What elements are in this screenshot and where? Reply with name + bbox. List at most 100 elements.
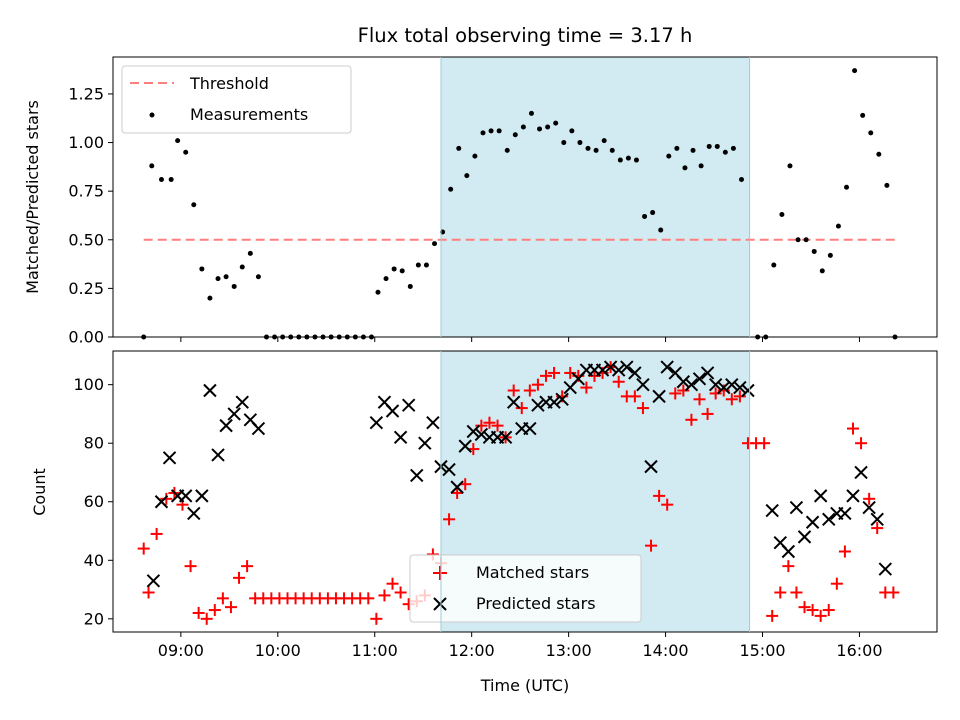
measurement-point	[852, 68, 858, 74]
measurement-point	[601, 138, 607, 144]
measurement-point	[585, 145, 591, 151]
measurement-point	[432, 241, 438, 247]
measurement-point	[569, 128, 575, 134]
measurement-point	[779, 212, 785, 217]
top-y-axis-label: Matched/Predicted stars	[23, 100, 42, 294]
matched-star-point	[855, 437, 868, 450]
matched-star-point	[782, 560, 795, 573]
legend-measurements-swatch	[149, 112, 155, 118]
predicted-star-point	[603, 360, 618, 374]
measurement-point	[375, 289, 381, 295]
predicted-star-point	[652, 389, 666, 404]
measurement-point	[512, 132, 518, 138]
matched-star-point	[216, 592, 229, 605]
matched-star-point	[822, 604, 835, 617]
legend-predicted-label: Predicted stars	[476, 594, 596, 613]
matched-star-point	[451, 486, 464, 499]
matched-star-point	[483, 416, 496, 429]
matched-star-point	[846, 422, 859, 435]
measurement-point	[876, 151, 882, 157]
measurement-point	[464, 173, 470, 179]
measurement-point	[496, 128, 502, 134]
x-tick-label: 13:00	[546, 641, 592, 660]
measurement-point	[561, 140, 567, 146]
bottom-x-axis-ticks: 09:00 10:00 11:00 12:00 13:00 14:00 15:00 16:00	[158, 632, 883, 660]
measurement-point	[609, 147, 615, 153]
measurement-point	[819, 268, 825, 274]
y-tick-label: 1.25	[68, 84, 104, 103]
matched-star-point	[701, 407, 714, 420]
predicted-star-point	[628, 366, 642, 380]
matched-star-point	[758, 437, 771, 450]
predicted-star-point	[765, 503, 779, 518]
predicted-star-point	[531, 398, 545, 412]
predicted-star-point	[203, 383, 217, 398]
predicted-star-point	[418, 436, 432, 450]
matched-star-point	[863, 492, 876, 505]
measurement-point	[545, 124, 551, 130]
predicted-star-point	[227, 407, 241, 421]
measurement-point	[149, 163, 155, 169]
measurement-point	[207, 295, 213, 301]
predicted-star-point	[620, 360, 634, 374]
measurement-point	[666, 153, 672, 159]
predicted-star-point	[410, 468, 424, 483]
predicted-star-point	[393, 430, 408, 445]
measurement-point	[415, 262, 421, 268]
predicted-star-point	[692, 372, 707, 386]
matched-star-point	[491, 419, 504, 432]
matched-star-point	[142, 586, 155, 599]
x-tick-label: 15:00	[739, 641, 785, 660]
predicted-star-point	[870, 512, 884, 527]
measurement-point	[528, 110, 534, 116]
matched-star-point	[233, 571, 246, 584]
matched-star-point	[693, 393, 706, 406]
matched-star-point	[370, 612, 383, 625]
predicted-star-point	[822, 512, 836, 527]
measurement-point	[480, 130, 486, 136]
y-tick-label: 40	[84, 551, 104, 570]
measurement-point	[577, 140, 583, 146]
matched-star-point	[588, 369, 601, 382]
predicted-star-point	[700, 366, 715, 380]
measurement-point	[255, 274, 261, 280]
predicted-star-point	[595, 363, 610, 377]
matched-star-point	[507, 384, 520, 397]
predicted-star-point	[797, 530, 812, 544]
matched-star-point	[200, 612, 213, 625]
matched-star-point	[386, 577, 399, 590]
predicted-star-point	[555, 392, 569, 407]
x-tick-label: 10:00	[255, 641, 301, 660]
x-tick-label: 09:00	[158, 641, 204, 660]
matched-star-point	[580, 381, 593, 394]
predicted-star-point	[612, 363, 626, 377]
matched-star-point	[774, 586, 787, 599]
matched-star-point	[540, 369, 553, 382]
predicted-star-point	[741, 383, 755, 398]
matched-star-point	[887, 586, 900, 599]
predicted-star-point	[676, 375, 691, 389]
measurement-point	[472, 153, 478, 159]
matched-star-point	[523, 384, 536, 397]
matched-star-point	[160, 492, 173, 505]
legend-threshold-label: Threshold	[189, 74, 269, 93]
predicted-star-point	[506, 395, 521, 409]
y-tick-label: 0.75	[68, 182, 104, 201]
matched-star-point	[790, 586, 803, 599]
predicted-star-point	[878, 562, 893, 576]
matched-star-point	[677, 384, 690, 397]
measurement-point	[175, 138, 181, 144]
matched-star-point	[184, 560, 197, 573]
x-tick-label: 16:00	[836, 641, 882, 660]
predicted-star-point	[146, 574, 161, 588]
matched-star-point	[378, 589, 391, 602]
measurement-point	[593, 147, 599, 153]
predicted-star-point	[498, 430, 513, 445]
predicted-star-point	[725, 377, 739, 392]
measurement-point	[730, 145, 736, 151]
matched-star-point	[661, 498, 674, 511]
matched-star-point	[150, 527, 163, 540]
matched-star-point	[871, 522, 884, 535]
predicted-star-point	[474, 427, 489, 442]
measurement-point	[423, 262, 429, 268]
